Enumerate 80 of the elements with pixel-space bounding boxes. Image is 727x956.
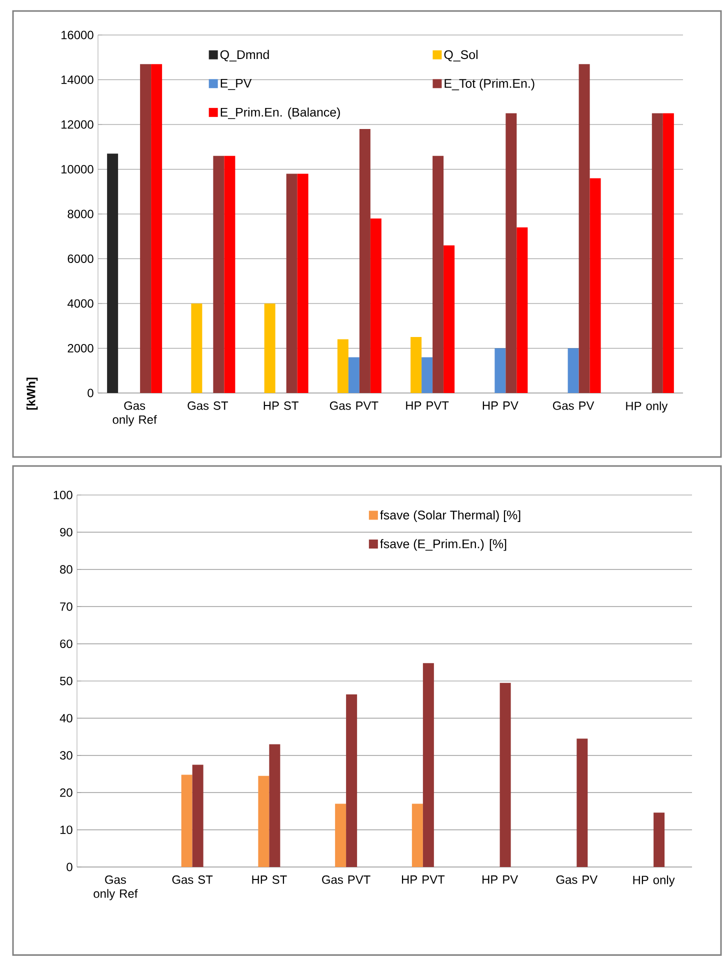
y-tick-label: 16000 [61, 30, 94, 40]
bar [516, 227, 528, 393]
bar [506, 113, 517, 393]
bar [346, 694, 358, 867]
legend-label: fsave (E_Prim.En.) [%] [380, 539, 506, 551]
x-tick-label: Gas only Ref [112, 401, 157, 426]
bar [359, 128, 370, 393]
bar [337, 339, 348, 393]
bar [269, 744, 280, 867]
y-tick-label: 0 [88, 388, 94, 398]
bar [286, 174, 298, 393]
bar [662, 113, 674, 393]
x-tick-label: Gas PV [556, 875, 598, 884]
x-tick-label: Gas ST [188, 401, 228, 410]
x-tick-label: Gas only Ref [94, 875, 138, 900]
bar [192, 764, 204, 867]
bar [107, 154, 118, 393]
y-tick-label: 60 [60, 640, 72, 648]
y-tick-label: 90 [60, 528, 72, 536]
bar [654, 812, 665, 867]
x-tick-label: Gas ST [172, 875, 213, 884]
y-tick-label: 100 [54, 490, 72, 500]
y-tick-label: 2000 [68, 344, 94, 352]
bar [224, 156, 236, 393]
legend-label: Q_Sol [444, 50, 478, 62]
bar [412, 804, 423, 867]
y-tick-label: 10000 [61, 165, 94, 174]
x-tick-label: HP PV [482, 875, 518, 884]
x-tick-label: Gas PVT [322, 875, 370, 884]
y-tick-label: 14000 [61, 76, 94, 84]
y-axis-title: [kWh] [26, 378, 38, 410]
bar [191, 303, 202, 393]
x-tick-label: HP only [626, 401, 668, 413]
x-tick-label: HP PVT [402, 875, 445, 884]
x-tick-label: Gas PV [552, 401, 594, 410]
x-tick-label: HP PVT [406, 401, 449, 410]
bar [576, 738, 588, 867]
x-tick-label: HP ST [252, 875, 287, 884]
y-tick-label: 50 [60, 676, 72, 686]
bar [181, 774, 192, 867]
x-tick-label: HP ST [264, 401, 298, 410]
bar [494, 348, 506, 393]
bar [335, 804, 346, 867]
y-tick-label: 30 [60, 751, 72, 760]
bar [140, 64, 152, 393]
bar [151, 64, 162, 393]
bar [500, 682, 511, 867]
bar [264, 303, 276, 393]
bar [432, 156, 444, 393]
legend-label: E_Prim.En. (Balance) [220, 108, 340, 120]
y-tick-label: 4000 [68, 299, 94, 308]
bar [213, 156, 224, 393]
legend-label: Q_Dmnd [220, 50, 269, 62]
bar [348, 357, 360, 393]
bar [370, 218, 382, 393]
bar [258, 776, 270, 867]
legend-label: E_PV [220, 78, 252, 90]
y-tick-label: 40 [60, 714, 72, 722]
y-tick-label: 0 [66, 862, 72, 872]
x-tick-label: HP PV [482, 401, 518, 410]
bar [568, 348, 579, 393]
y-tick-label: 8000 [68, 210, 94, 218]
y-tick-label: 70 [60, 602, 72, 611]
bar [578, 64, 590, 393]
y-tick-label: 10 [60, 826, 72, 834]
bar [422, 663, 434, 867]
legend-label: fsave (Solar Thermal) [%] [380, 510, 520, 522]
y-tick-label: 80 [60, 565, 72, 574]
y-tick-label: 20 [60, 788, 72, 797]
y-tick-label: 12000 [61, 120, 94, 129]
bar [444, 245, 455, 393]
bar [422, 357, 433, 393]
x-tick-label: Gas PVT [330, 401, 378, 410]
bar [410, 337, 422, 393]
x-tick-label: HP only [633, 875, 675, 887]
y-tick-label: 6000 [68, 254, 94, 263]
bar [652, 113, 663, 393]
legend-label: E_Tot (Prim.En.) [444, 78, 534, 90]
bar [297, 174, 308, 393]
bar [590, 178, 601, 393]
